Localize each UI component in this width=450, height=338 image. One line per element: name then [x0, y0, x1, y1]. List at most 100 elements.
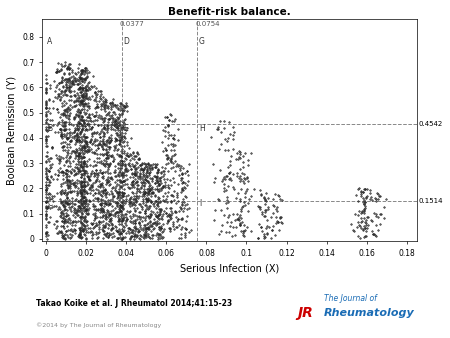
- Point: [118, 111, 125, 116]
- Point: [53, 176, 60, 181]
- Point: [135, 229, 143, 234]
- Point: [81, 147, 88, 153]
- Point: [142, 229, 149, 234]
- Point: [43, 205, 50, 211]
- Point: [80, 121, 87, 126]
- Point: [142, 224, 149, 230]
- Point: [44, 176, 51, 182]
- Point: [43, 215, 50, 221]
- Point: [70, 129, 77, 134]
- Point: [85, 80, 92, 86]
- Point: [105, 199, 112, 204]
- Point: [181, 186, 189, 191]
- Point: [141, 232, 149, 237]
- Point: [77, 183, 85, 189]
- Point: [115, 173, 122, 178]
- Point: [128, 185, 135, 190]
- Point: [76, 86, 84, 92]
- Point: [126, 195, 134, 200]
- Point: [61, 219, 68, 225]
- Point: [124, 169, 131, 174]
- Point: [134, 185, 141, 190]
- Point: [77, 139, 85, 144]
- Point: [136, 222, 143, 228]
- Point: [134, 161, 141, 166]
- Point: [72, 171, 79, 177]
- Point: [115, 132, 122, 137]
- Point: [89, 232, 96, 237]
- Point: [115, 161, 122, 167]
- Point: [60, 190, 68, 195]
- Point: [254, 204, 261, 209]
- Point: [63, 232, 71, 237]
- Point: [126, 174, 134, 180]
- Point: [142, 199, 149, 205]
- Point: [109, 104, 117, 109]
- Point: [176, 235, 183, 241]
- Point: [65, 113, 72, 118]
- Point: [150, 200, 158, 206]
- Point: [165, 214, 172, 219]
- Point: [74, 96, 81, 101]
- Point: [90, 170, 98, 175]
- Point: [131, 176, 138, 182]
- Point: [57, 156, 64, 162]
- Point: [92, 106, 99, 111]
- Point: [76, 109, 84, 114]
- Point: [57, 229, 64, 234]
- Point: [120, 178, 127, 184]
- Point: [167, 157, 174, 163]
- Point: [58, 88, 66, 93]
- Point: [218, 179, 225, 184]
- Point: [81, 106, 88, 112]
- Point: [92, 177, 99, 183]
- Point: [94, 215, 101, 220]
- Point: [225, 214, 232, 220]
- Point: [61, 206, 68, 212]
- Point: [154, 236, 162, 241]
- Point: [131, 232, 139, 238]
- Point: [229, 136, 236, 141]
- Point: [57, 96, 64, 102]
- Point: [80, 228, 87, 233]
- Point: [169, 222, 176, 227]
- Point: [100, 125, 108, 130]
- Point: [52, 69, 59, 74]
- Point: [160, 168, 167, 173]
- Point: [83, 103, 90, 109]
- Point: [99, 207, 107, 213]
- Point: [60, 127, 67, 133]
- Point: [84, 100, 91, 106]
- Point: [43, 134, 50, 139]
- Point: [94, 129, 101, 134]
- Point: [77, 67, 85, 73]
- Point: [67, 164, 74, 169]
- Point: [78, 211, 86, 216]
- Point: [216, 231, 223, 236]
- Point: [65, 148, 72, 153]
- Point: [81, 209, 88, 214]
- Point: [45, 179, 53, 185]
- Point: [61, 76, 68, 81]
- Point: [63, 223, 71, 229]
- Point: [97, 192, 104, 198]
- Point: [63, 199, 71, 204]
- Point: [76, 117, 83, 122]
- Point: [121, 190, 128, 195]
- Point: [75, 208, 82, 213]
- Point: [73, 82, 81, 87]
- Point: [108, 120, 115, 125]
- Point: [108, 226, 115, 231]
- Point: [101, 117, 108, 123]
- Point: [76, 218, 84, 223]
- Point: [120, 124, 127, 129]
- Point: [144, 233, 152, 238]
- Point: [79, 198, 86, 203]
- Point: [84, 87, 91, 93]
- Point: [168, 192, 176, 198]
- Point: [105, 155, 112, 160]
- Point: [144, 174, 151, 179]
- Point: [60, 128, 68, 133]
- Point: [105, 170, 112, 176]
- Point: [106, 100, 113, 106]
